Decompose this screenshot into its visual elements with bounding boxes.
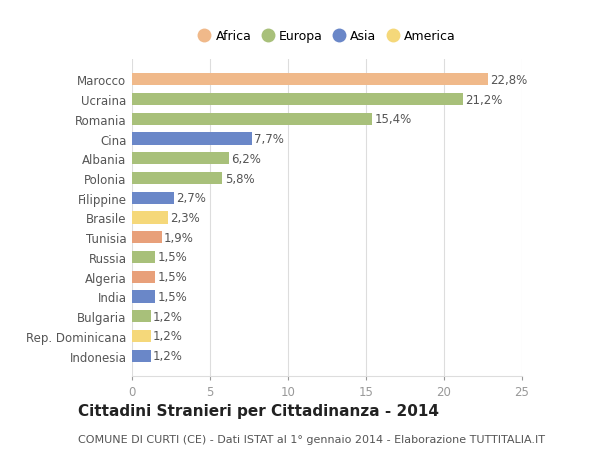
Bar: [132, 350, 151, 362]
Text: 7,7%: 7,7%: [254, 133, 284, 146]
Bar: [132, 74, 488, 86]
Bar: [132, 192, 174, 204]
Text: 1,2%: 1,2%: [153, 330, 183, 343]
Text: 2,7%: 2,7%: [176, 192, 206, 205]
Bar: [132, 330, 151, 342]
Bar: [132, 232, 161, 244]
Bar: [132, 173, 223, 185]
Bar: [132, 310, 151, 323]
Text: 1,2%: 1,2%: [153, 349, 183, 362]
Text: 22,8%: 22,8%: [490, 74, 527, 87]
Text: 1,5%: 1,5%: [158, 251, 187, 264]
Bar: [132, 113, 372, 126]
Text: 21,2%: 21,2%: [465, 93, 502, 106]
Text: 1,2%: 1,2%: [153, 310, 183, 323]
Bar: [132, 133, 252, 146]
Bar: [132, 94, 463, 106]
Text: 1,5%: 1,5%: [158, 290, 187, 303]
Text: COMUNE DI CURTI (CE) - Dati ISTAT al 1° gennaio 2014 - Elaborazione TUTTITALIA.I: COMUNE DI CURTI (CE) - Dati ISTAT al 1° …: [78, 434, 545, 443]
Text: 5,8%: 5,8%: [225, 172, 254, 185]
Legend: Africa, Europa, Asia, America: Africa, Europa, Asia, America: [196, 28, 458, 46]
Bar: [132, 212, 168, 224]
Text: 1,5%: 1,5%: [158, 271, 187, 284]
Text: 6,2%: 6,2%: [231, 152, 261, 165]
Bar: [132, 271, 155, 283]
Bar: [132, 153, 229, 165]
Text: 15,4%: 15,4%: [374, 113, 412, 126]
Bar: [132, 252, 155, 263]
Text: 2,3%: 2,3%: [170, 212, 200, 224]
Bar: [132, 291, 155, 303]
Text: 1,9%: 1,9%: [164, 231, 194, 244]
Text: Cittadini Stranieri per Cittadinanza - 2014: Cittadini Stranieri per Cittadinanza - 2…: [78, 403, 439, 419]
